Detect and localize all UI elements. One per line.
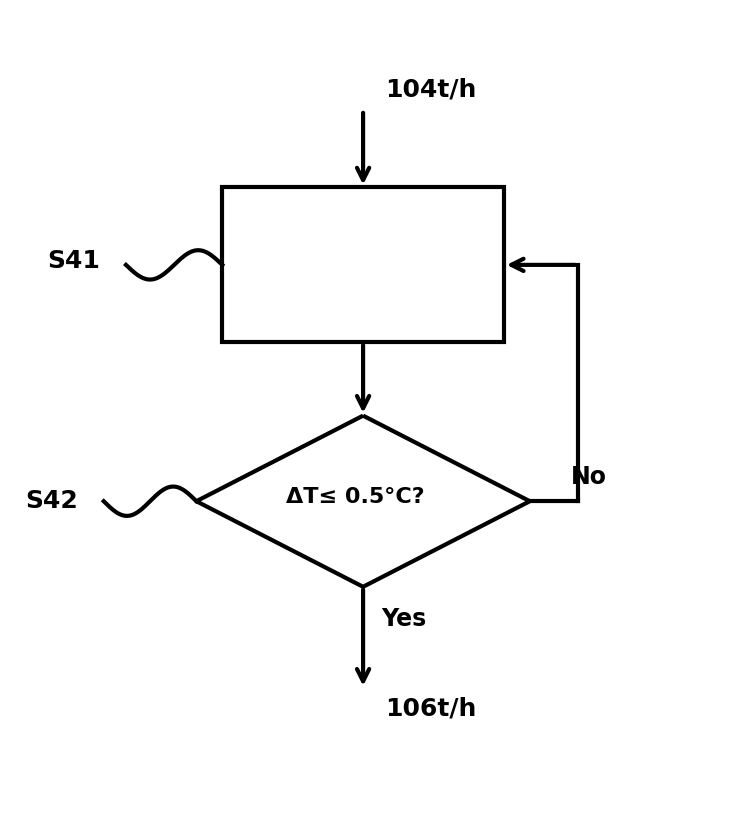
Bar [222, 187, 504, 342]
Text: S42: S42 [25, 489, 79, 513]
Text: S41: S41 [47, 249, 101, 273]
Text: 104t/h: 104t/h [385, 78, 476, 102]
Text: ΔT≤ 0.5°C?: ΔT≤ 0.5°C? [286, 487, 425, 507]
Text: 106t/h: 106t/h [385, 697, 476, 720]
Text: Yes: Yes [382, 607, 427, 631]
Text: No: No [571, 465, 607, 489]
